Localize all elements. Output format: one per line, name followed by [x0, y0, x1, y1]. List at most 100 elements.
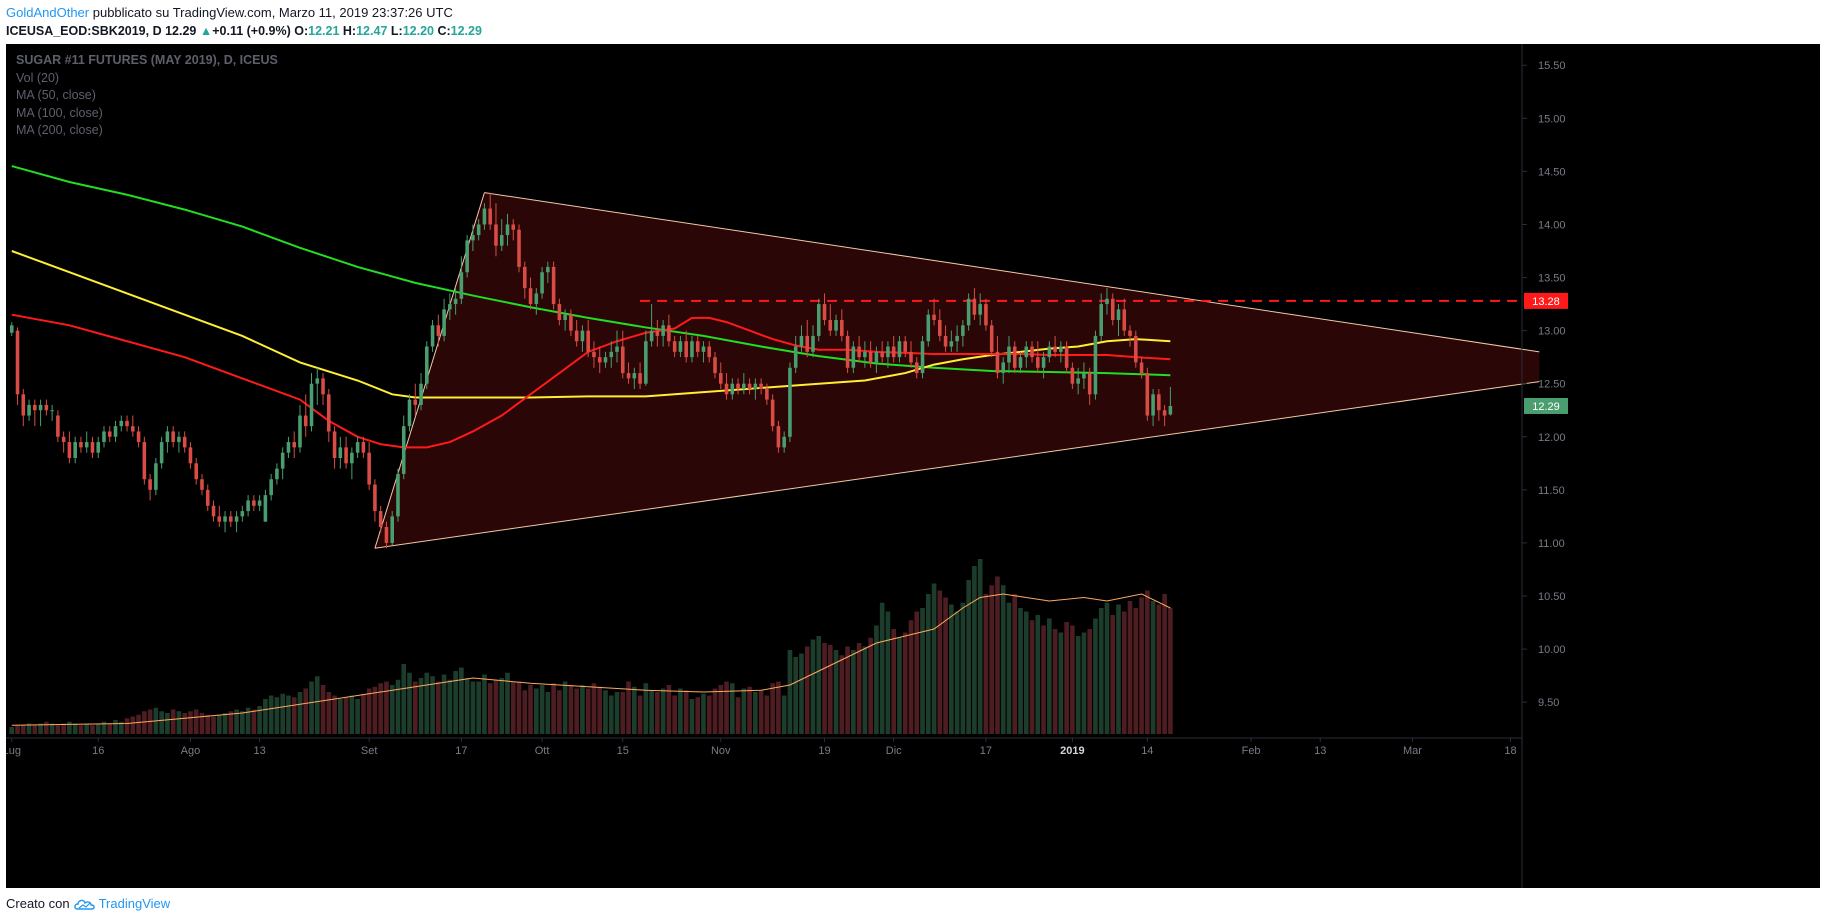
candle-body [609, 351, 614, 358]
chart-area[interactable]: 15.50 15.00 14.50 14.00 13.50 13.00 12.50 12.00… [6, 44, 1820, 888]
volume-bar [493, 679, 499, 734]
time-tick-label: 15 [617, 745, 629, 757]
candle-body [649, 330, 654, 342]
tradingview-brand[interactable]: TradingView [73, 896, 171, 911]
candle-body [154, 463, 158, 490]
volume-bar [689, 699, 695, 734]
candle [672, 335, 677, 358]
candle [534, 288, 539, 315]
candle [632, 367, 637, 389]
volume-bar [874, 625, 879, 734]
candle [21, 389, 26, 427]
ma100-line [11, 250, 1171, 399]
legend-ma50[interactable]: MA (50, close) [16, 88, 96, 102]
candle [378, 505, 383, 533]
price-chart[interactable]: 15.50 15.00 14.50 14.00 13.50 13.00 12.50 12.00… [6, 44, 1820, 888]
candle [1099, 293, 1103, 342]
candle-body [759, 383, 763, 389]
volume-bar [585, 688, 591, 734]
volume-bar [862, 646, 868, 734]
author-link[interactable]: GoldAndOther [6, 5, 90, 20]
volume-bar [1023, 611, 1029, 734]
candle-body [551, 266, 556, 305]
volume-bar [49, 723, 55, 734]
volume-bar [1081, 632, 1087, 734]
candle-body [932, 314, 936, 320]
candle [932, 298, 936, 326]
candle [505, 213, 510, 246]
symbol: ICEUSA_EOD:SBK2019, D [6, 24, 162, 38]
price-tick-label: 11.00 [1538, 538, 1565, 550]
volume-bar [649, 690, 654, 734]
volume-bar [205, 714, 211, 734]
candle [355, 436, 360, 458]
legend-vol[interactable]: Vol (20) [16, 70, 60, 85]
candle-body [522, 266, 527, 289]
candle-body [494, 224, 498, 246]
candle-body [430, 325, 435, 347]
time-tick-label: Set [361, 745, 378, 757]
candle-body [1151, 394, 1155, 416]
candle-body [874, 351, 879, 363]
candle-body [672, 341, 677, 352]
candle-body [1162, 410, 1167, 416]
candle-body [557, 304, 562, 320]
volume-bar [464, 678, 470, 734]
candle-body [1116, 309, 1121, 320]
volume-bar [165, 713, 170, 734]
candle-body [863, 351, 867, 358]
candle [972, 288, 977, 320]
legend-ma200[interactable]: MA (200, close) [16, 123, 103, 137]
candle [620, 330, 625, 379]
candle-body [995, 351, 1000, 374]
candle-body [61, 436, 66, 443]
volume-bar [885, 611, 891, 734]
last-price-label: 12.29 [1532, 401, 1560, 413]
volume-bar [1058, 632, 1064, 734]
price-tick-label: 12.00 [1538, 432, 1566, 444]
candle-body [724, 383, 729, 395]
volume-bar [764, 695, 770, 734]
time-tick-label: Mar [1403, 745, 1422, 757]
volume-bar [309, 681, 314, 734]
candle [1110, 293, 1115, 326]
candle-body [229, 516, 233, 522]
brand-name[interactable]: TradingView [98, 896, 171, 911]
legend-ma100[interactable]: MA (100, close) [16, 105, 103, 120]
candle [765, 383, 769, 405]
candle-body [903, 341, 908, 352]
candle [949, 330, 954, 352]
volume-bar [637, 695, 643, 734]
candle [707, 341, 712, 363]
volume-bar [1150, 601, 1156, 734]
candle-body [1145, 373, 1150, 416]
candle [1082, 362, 1086, 389]
candle [211, 500, 216, 522]
volume-bar [44, 721, 49, 734]
volume-bar [631, 686, 637, 734]
candle [384, 521, 389, 549]
chart-legend: SUGAR #11 FUTURES (MAY 2019), D, ICEUS V… [16, 52, 278, 140]
candle-body [909, 351, 913, 363]
volume-bar [332, 695, 337, 734]
volume-bar [1093, 618, 1098, 734]
candle-body [350, 452, 354, 464]
candle-body [280, 452, 285, 469]
volume-bar [118, 721, 124, 734]
candle [332, 426, 337, 469]
candle [742, 373, 746, 395]
candle-body [211, 505, 216, 517]
candle [419, 373, 423, 411]
volume-bar [591, 683, 597, 734]
candle-body [845, 335, 850, 368]
candle-body [632, 373, 637, 379]
candle-body [107, 431, 112, 437]
candle-body [701, 346, 706, 352]
candle-body [886, 346, 890, 358]
candle [263, 489, 268, 522]
candle-body [1059, 346, 1063, 352]
candle-body [1041, 357, 1046, 368]
volume-bar [516, 681, 522, 734]
candle [655, 320, 660, 347]
low-label: L: [390, 24, 403, 38]
